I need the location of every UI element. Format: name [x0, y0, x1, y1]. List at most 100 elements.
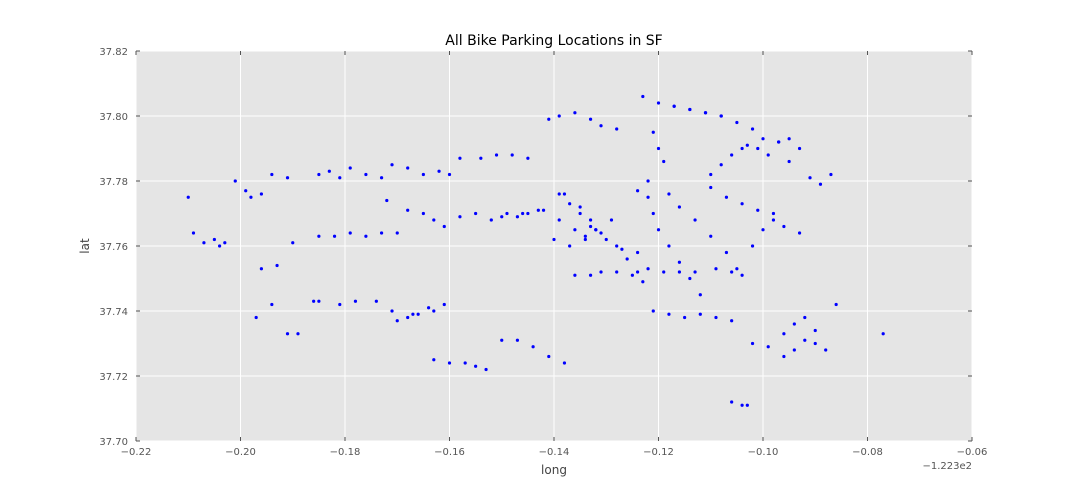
data-point: [588, 224, 593, 229]
x-axis-label: long: [541, 463, 567, 477]
data-point: [406, 315, 410, 320]
data-point: [766, 345, 770, 349]
data-point: [573, 111, 577, 115]
data-point: [740, 202, 744, 206]
data-point: [615, 244, 619, 248]
data-point: [270, 302, 274, 307]
data-point: [609, 218, 614, 222]
data-point: [656, 101, 661, 105]
data-point: [651, 130, 655, 134]
data-point: [761, 137, 765, 141]
data-point: [756, 146, 760, 151]
data-point: [547, 117, 551, 121]
data-point: [824, 348, 828, 352]
data-point: [709, 185, 713, 190]
data-point: [615, 127, 619, 131]
data-point: [583, 237, 587, 242]
data-point: [782, 224, 786, 229]
data-point: [667, 244, 671, 248]
data-point: [677, 205, 682, 209]
x-axis-offset-label: −1.223e2: [922, 461, 972, 472]
data-point: [730, 319, 734, 323]
data-point: [583, 234, 587, 238]
data-point: [745, 403, 749, 407]
y-tick-label: 37.74: [99, 307, 128, 318]
data-point: [463, 361, 467, 365]
data-point: [693, 218, 697, 222]
x-tick-label: −0.14: [539, 447, 570, 458]
data-point: [395, 319, 399, 323]
data-point: [421, 172, 425, 177]
data-point: [291, 241, 295, 245]
data-point: [442, 302, 446, 307]
data-point: [515, 338, 520, 342]
data-point: [813, 341, 817, 346]
data-point: [296, 332, 300, 336]
data-point: [379, 176, 384, 180]
data-point: [750, 127, 755, 131]
data-point: [672, 104, 676, 108]
data-point: [782, 354, 786, 359]
data-point: [474, 211, 478, 216]
data-point: [803, 338, 807, 342]
data-point: [599, 124, 603, 128]
data-point: [771, 218, 776, 222]
x-tick-label: −0.06: [957, 447, 988, 458]
data-point: [662, 270, 666, 274]
data-point: [416, 312, 420, 316]
data-point: [427, 306, 431, 310]
data-point: [421, 211, 425, 216]
data-point: [808, 176, 812, 180]
data-point: [620, 247, 624, 251]
data-point: [557, 192, 561, 196]
data-point: [797, 146, 802, 151]
y-tick-label: 37.82: [99, 47, 128, 58]
data-point: [740, 403, 744, 407]
data-point: [254, 315, 258, 320]
data-point: [562, 192, 567, 196]
x-tick-label: −0.10: [748, 447, 779, 458]
data-point: [588, 273, 593, 277]
y-tick-label: 37.72: [99, 372, 128, 383]
data-point: [578, 205, 582, 209]
data-point: [724, 250, 729, 255]
data-point: [588, 218, 593, 222]
data-point: [677, 270, 682, 274]
data-point: [437, 169, 441, 173]
data-point: [526, 211, 530, 216]
data-point: [740, 273, 744, 277]
data-point: [531, 345, 535, 349]
data-point: [562, 361, 567, 365]
data-point: [202, 241, 206, 245]
data-point: [557, 218, 561, 222]
axis-ticks: −0.22 −0.20 −0.18 −0.16 −0.14 −0.12 −0.10 −0.08…: [99, 47, 987, 458]
x-tick-label: −0.18: [330, 447, 361, 458]
data-point: [223, 241, 227, 245]
data-point: [536, 208, 540, 212]
data-point: [432, 358, 436, 362]
data-point: [447, 361, 452, 365]
data-point: [385, 198, 389, 203]
data-point: [332, 234, 337, 238]
data-point: [756, 208, 760, 212]
data-point: [646, 195, 650, 199]
data-point: [411, 312, 415, 316]
data-point: [521, 211, 525, 216]
data-point: [270, 172, 274, 177]
data-point: [730, 153, 734, 157]
data-point: [646, 267, 650, 271]
data-point: [353, 299, 358, 303]
data-point: [568, 244, 572, 248]
data-point: [447, 172, 452, 177]
data-point: [494, 153, 499, 157]
data-point: [803, 315, 807, 320]
y-axis-label: lat: [78, 238, 92, 254]
data-point: [667, 312, 671, 316]
data-point: [348, 231, 352, 235]
y-tick-label: 37.78: [99, 177, 128, 188]
data-point: [557, 114, 561, 118]
data-point: [688, 276, 692, 281]
data-point: [636, 189, 640, 193]
